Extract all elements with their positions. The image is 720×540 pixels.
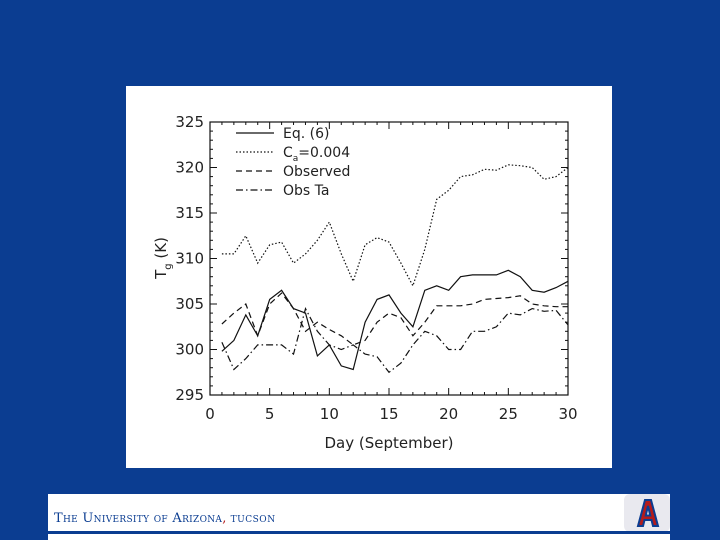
block-a-logo-icon [624, 494, 670, 532]
temperature-chart: 0 5 10 15 20 25 30 295 300 305 310 315 320 325 Day (S… [152, 113, 578, 452]
series-line-ca [221, 164, 569, 288]
legend-label-ca: Ca=0.004 [283, 145, 350, 164]
y-axis-label-main: T [152, 269, 170, 280]
x-tick-label: 5 [265, 405, 275, 423]
y-axis-label: Tg (K) [152, 237, 174, 280]
x-tick-label: 30 [558, 405, 577, 423]
y-tick-label: 310 [175, 250, 204, 268]
university-wordmark: The University of Arizona, TUCSON [54, 511, 276, 526]
series-line-obs-ta [221, 306, 569, 374]
y-tick-label: 320 [175, 159, 204, 177]
y-axis-label-unit: (K) [152, 237, 170, 263]
legend-label-ca-main: C [283, 145, 293, 161]
ticks-layer: 0 5 10 15 20 25 30 295 300 305 310 315 320 325 [175, 113, 577, 423]
x-axis-label: Day (September) [324, 434, 453, 452]
x-tick-label: 0 [205, 405, 215, 423]
y-tick-label: 325 [175, 113, 204, 131]
series-layer [221, 164, 569, 374]
legend-label-ca-sub: a [293, 154, 299, 164]
legend-label-eq6: Eq. (6) [283, 126, 329, 142]
y-tick-label: 315 [175, 204, 204, 222]
legend: Eq. (6) Ca=0.004 Observed Obs Ta [236, 126, 350, 199]
footer-band: The University of Arizona, TUCSON [48, 494, 670, 540]
legend-label-observed: Observed [283, 164, 350, 180]
wordmark-comma: , [222, 511, 227, 526]
x-tick-label: 25 [499, 405, 518, 423]
legend-label-obs-ta: Obs Ta [283, 183, 329, 199]
university-name: The University of Arizona [54, 511, 223, 526]
y-tick-label: 300 [175, 341, 204, 359]
university-city: TUCSON [230, 515, 276, 525]
y-tick-label: 305 [175, 295, 204, 313]
x-tick-label: 20 [439, 405, 458, 423]
plot-frame [209, 121, 569, 396]
y-axis-label-sub: g [163, 263, 174, 269]
chart-panel: 0 5 10 15 20 25 30 295 300 305 310 315 320 325 Day (S… [126, 86, 612, 468]
y-tick-label: 295 [175, 386, 204, 404]
x-tick-label: 15 [379, 405, 398, 423]
footer-stripe [48, 531, 670, 534]
series-line-observed [221, 292, 568, 346]
legend-label-ca-rest: =0.004 [298, 145, 350, 161]
series-line-eq6 [221, 269, 569, 371]
x-tick-label: 10 [320, 405, 339, 423]
